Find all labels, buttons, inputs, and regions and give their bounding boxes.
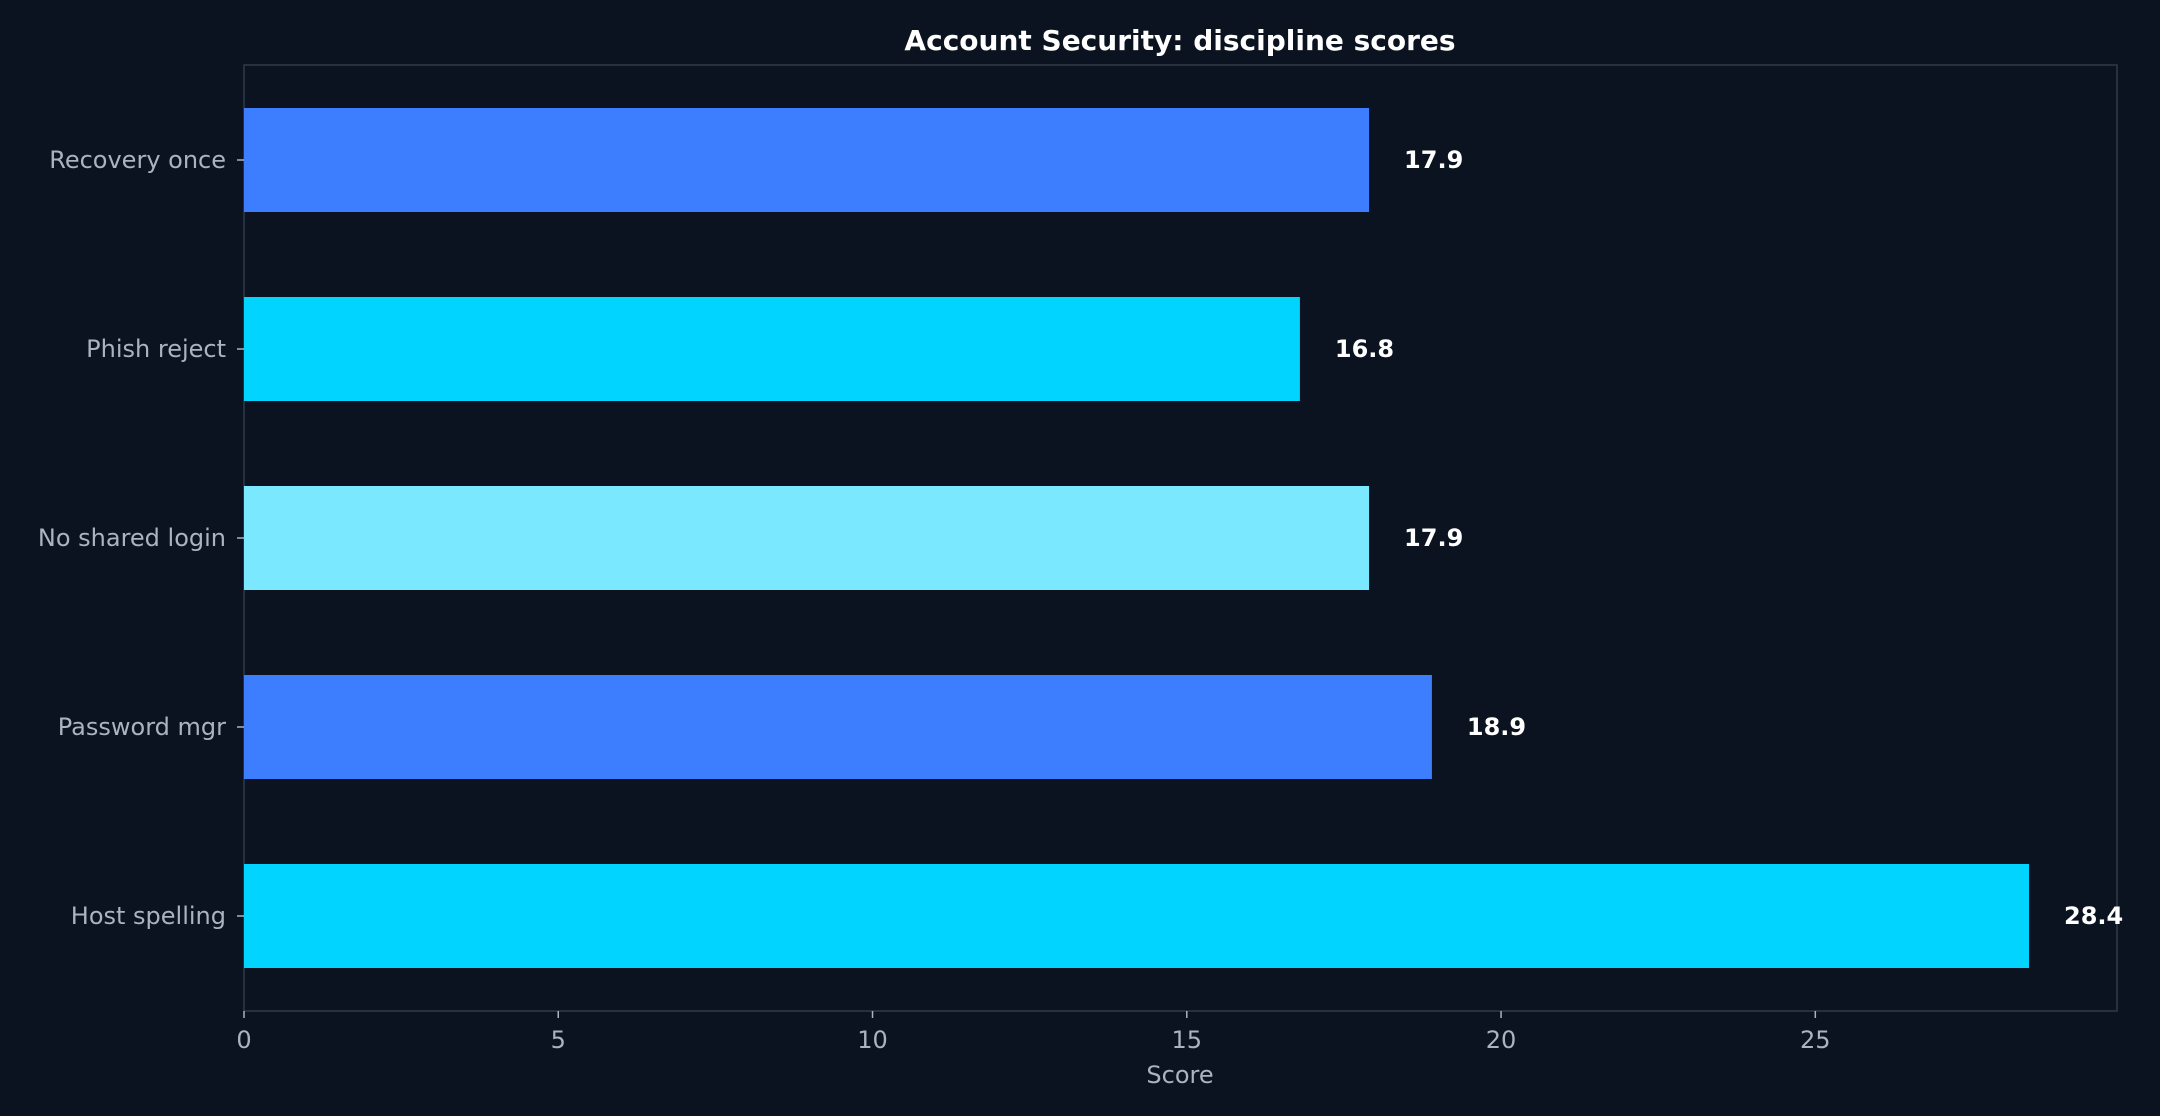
x-axis: 0 5 10 15 20 25 <box>236 1011 1831 1054</box>
x-tick-label-0: 0 <box>236 1026 251 1054</box>
chart-title: Account Security: discipline scores <box>904 24 1455 57</box>
x-tick-label-3: 15 <box>1172 1026 1203 1054</box>
bar-1 <box>244 297 1300 401</box>
value-labels-group: 17.9 16.8 17.9 18.9 28.4 <box>1335 146 2123 930</box>
y-tick-label-1: Phish reject <box>86 335 226 363</box>
value-label-4: 28.4 <box>2064 902 2123 930</box>
value-label-2: 17.9 <box>1404 524 1463 552</box>
bar-3 <box>244 675 1432 779</box>
bar-4 <box>244 864 2030 968</box>
x-tick-label-2: 10 <box>857 1026 888 1054</box>
bar-2 <box>244 486 1370 590</box>
y-tick-label-4: Host spelling <box>71 902 226 930</box>
y-tick-label-0: Recovery once <box>49 146 226 174</box>
y-tick-label-2: No shared login <box>38 524 226 552</box>
x-tick-label-1: 5 <box>551 1026 566 1054</box>
x-tick-label-5: 25 <box>1800 1026 1831 1054</box>
value-label-3: 18.9 <box>1467 713 1526 741</box>
x-axis-label: Score <box>1146 1061 1213 1089</box>
value-label-0: 17.9 <box>1404 146 1463 174</box>
x-tick-label-4: 20 <box>1486 1026 1517 1054</box>
y-axis: Recovery once Phish reject No shared login… <box>38 146 244 930</box>
value-label-1: 16.8 <box>1335 335 1394 363</box>
bars-group <box>244 108 2030 968</box>
bar-0 <box>244 108 1370 212</box>
y-tick-label-3: Password mgr <box>58 713 226 741</box>
